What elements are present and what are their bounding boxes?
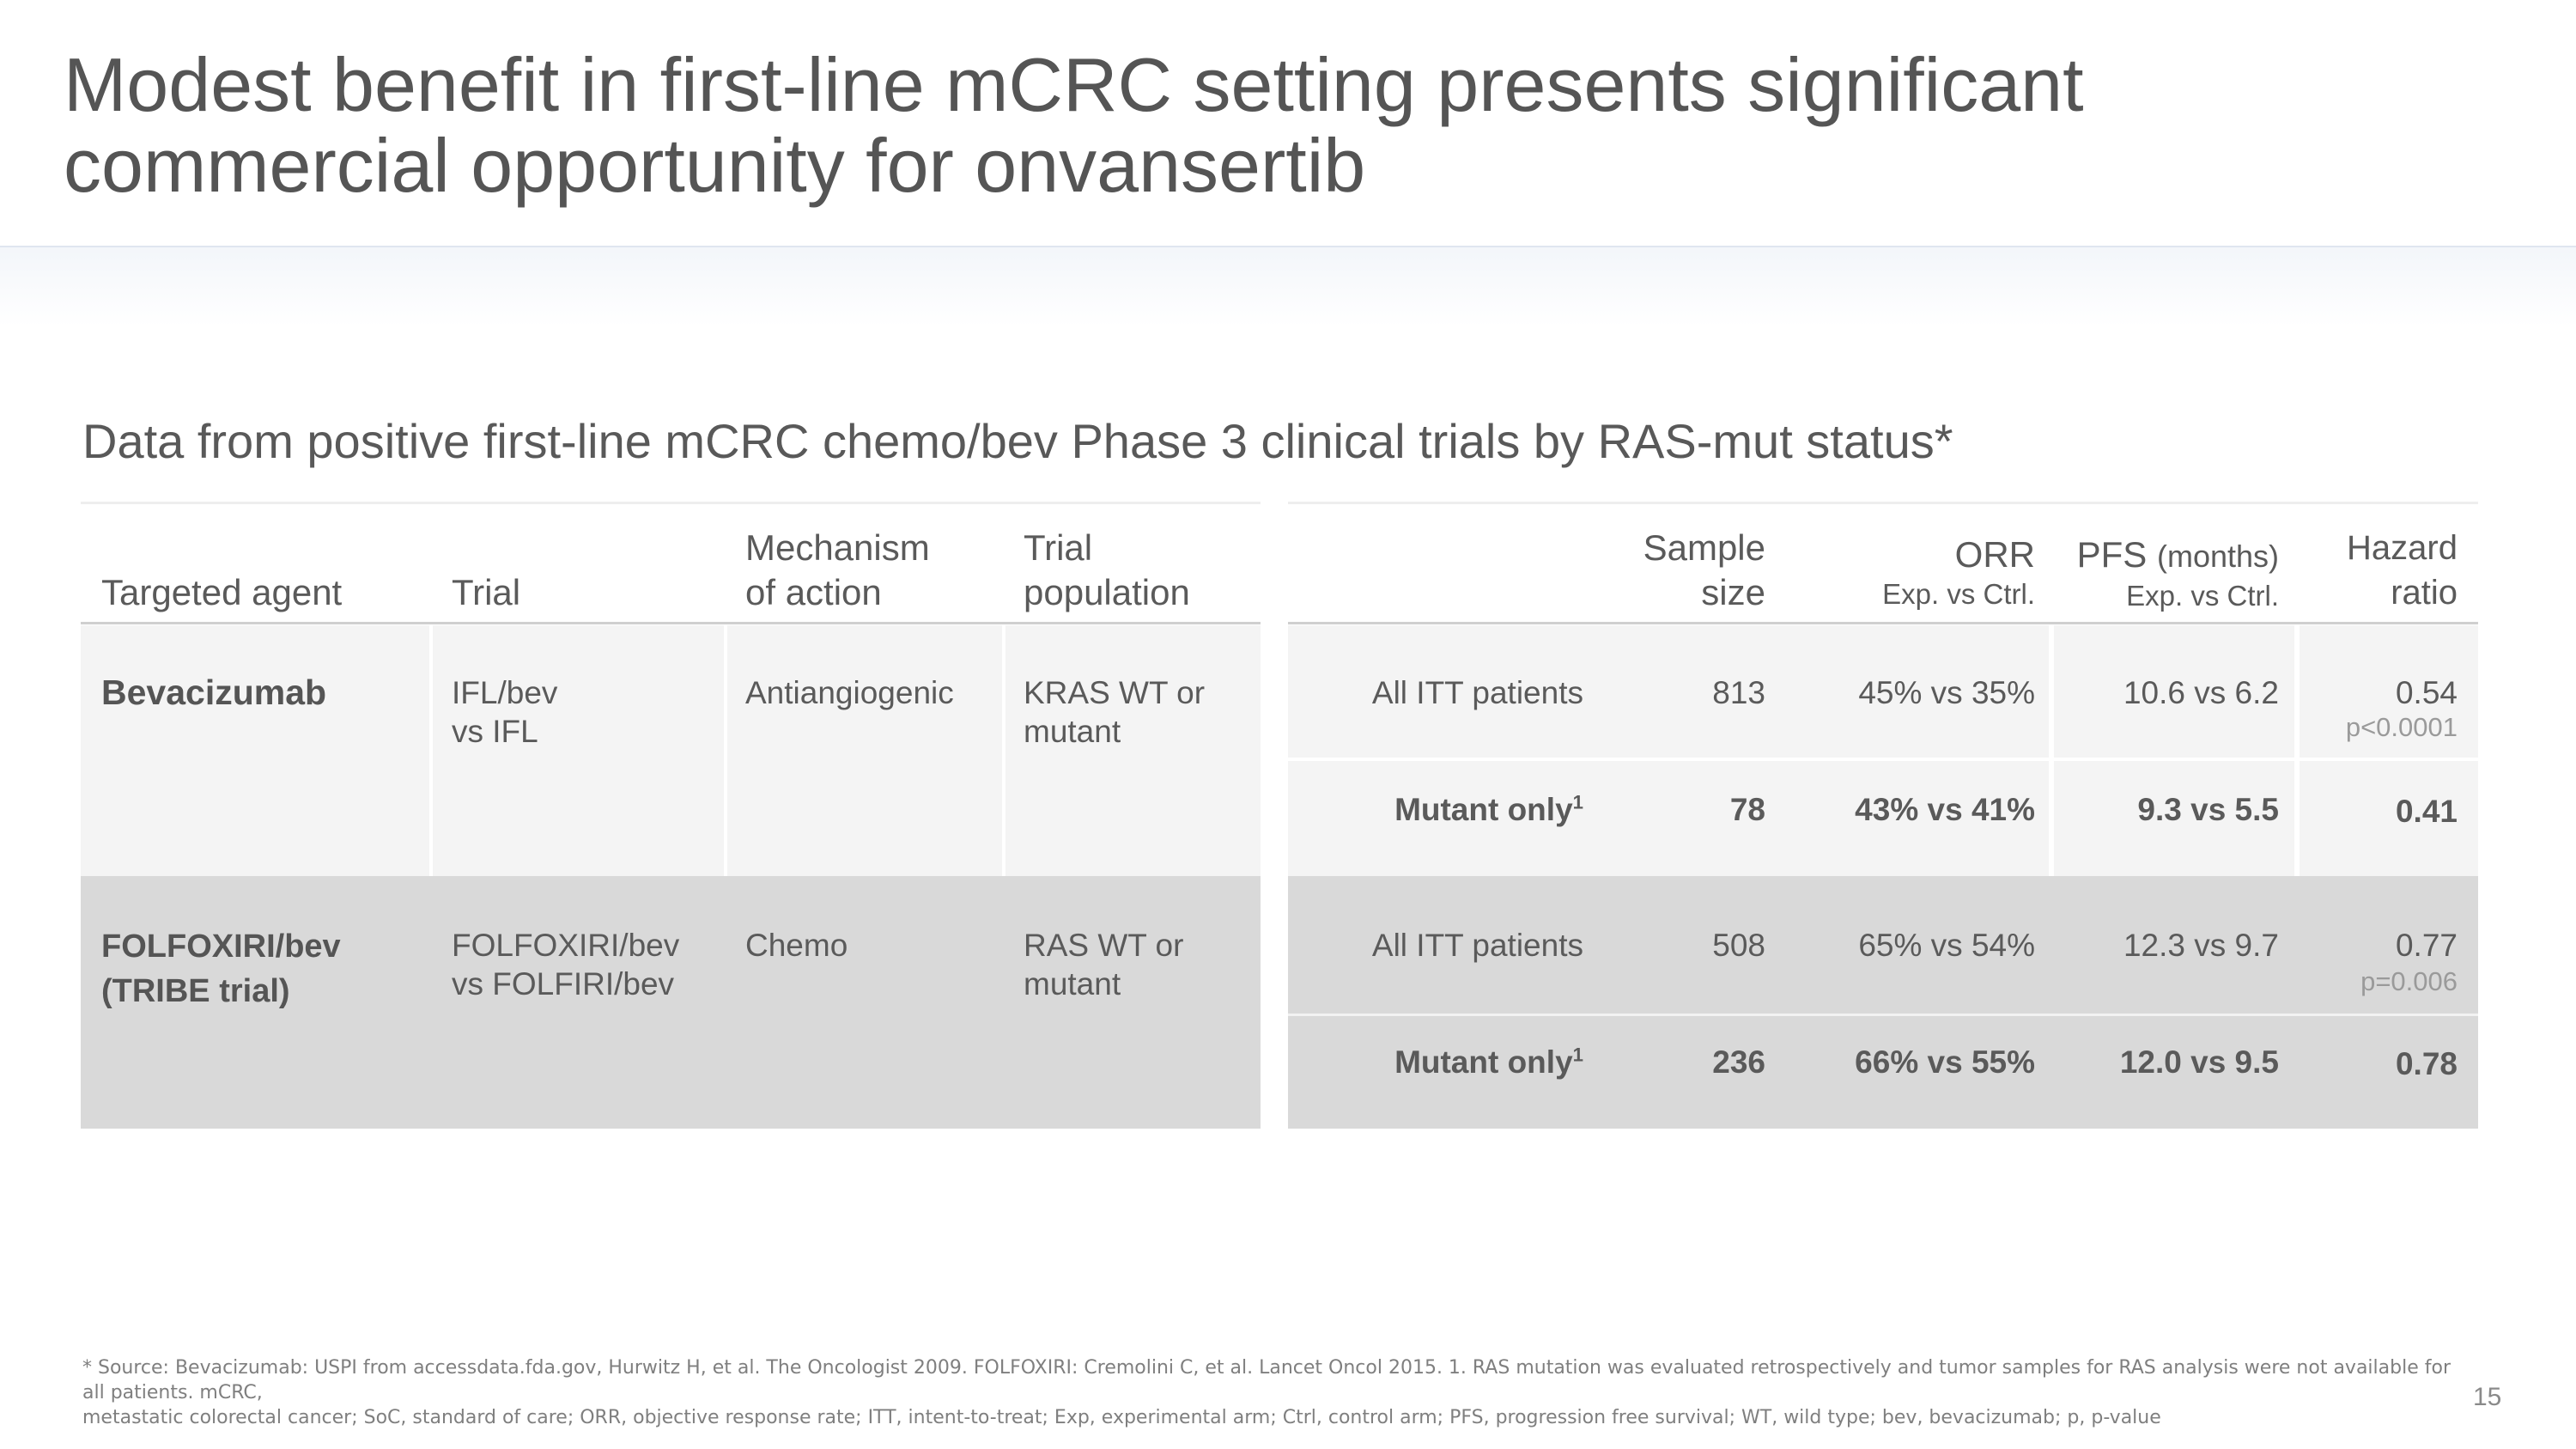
footnote-line-1: * Source: Bevacizumab: USPI from accessd… (82, 1357, 2451, 1403)
header-pfs-label: PFS (2076, 534, 2148, 575)
sample-size-value: 236 (1712, 1044, 1765, 1080)
hazard-ratio-value: 0.78 (2395, 1046, 2458, 1081)
page-number: 15 (2473, 1383, 2502, 1411)
header-mechanism-line-1: Mechanism (745, 527, 930, 568)
header-hr-line-2: ratio (2391, 574, 2458, 612)
trial-line-2: vs FOLFIRI/bev (452, 966, 675, 1002)
population-kras: KRAS WT or mutant (1024, 673, 1205, 751)
orr-value: 45% vs 35% (1858, 675, 2035, 710)
population-line-1: KRAS WT or (1024, 675, 1206, 710)
header-pfs: PFS (months) Exp. vs Ctrl. (2052, 533, 2279, 613)
row-bg (1288, 876, 2478, 1014)
header-trial: Trial (452, 572, 521, 612)
row-bg-left (1288, 625, 2049, 758)
slide-title-line-2: commercial opportunity for onvansertib (64, 123, 1366, 208)
group-label: All ITT patients (1371, 928, 1583, 963)
header-sample-size: Sample size (1580, 526, 1765, 615)
pfs-value: 10.6 vs 6.2 (2123, 675, 2279, 710)
sample-size-value: 508 (1712, 928, 1765, 963)
row-bg-hr (2300, 625, 2478, 758)
row-separator (1288, 1014, 2478, 1016)
slide-title: Modest benefit in first-line mCRC settin… (64, 45, 2382, 206)
header-targeted-agent: Targeted agent (101, 572, 343, 612)
footnote-line-2: metastatic colorectal cancer; SoC, stand… (82, 1407, 2161, 1428)
left-table-top-rule (81, 502, 1261, 504)
group-label-text: Mutant only (1394, 792, 1573, 827)
right-header-rule (1288, 622, 2478, 624)
header-trial-population: Trial population (1024, 526, 1190, 615)
pfs-value: 12.3 vs 9.7 (2123, 928, 2279, 963)
header-pfs-unit: (months) (2156, 539, 2279, 574)
row-bg-hr (2300, 761, 2478, 876)
group-label-text: Mutant only (1394, 1044, 1573, 1080)
p-value: p<0.0001 (2345, 712, 2458, 742)
header-sample-line-2: size (1701, 572, 1765, 612)
cell-population-bg (1005, 625, 1261, 876)
right-table-top-rule (1288, 502, 2478, 504)
row-bg (1288, 1016, 2478, 1129)
table-subtitle: Data from positive first-line mCRC chemo… (82, 414, 1953, 468)
title-divider-band (0, 246, 2576, 326)
footnote-marker: 1 (1572, 1044, 1583, 1066)
header-hazard-ratio: Hazard ratio (2318, 526, 2458, 615)
mechanism-chemo: Chemo (745, 928, 848, 963)
orr-value: 43% vs 41% (1855, 792, 2035, 827)
hazard-ratio-value: 0.54 (2395, 675, 2458, 710)
population-line-1: RAS WT or (1024, 928, 1184, 963)
footnote-marker: 1 (1572, 791, 1583, 813)
trial-line-1: IFL/bev (452, 675, 558, 710)
header-sample-line-1: Sample (1643, 527, 1765, 568)
cell-agent-bg (81, 625, 429, 876)
left-header-rule (81, 622, 1261, 624)
trial-ifl-bev: IFL/bev vs IFL (452, 673, 557, 751)
agent-line-1: FOLFOXIRI/bev (101, 928, 341, 965)
population-ras: RAS WT or mutant (1024, 926, 1183, 1003)
header-orr: ORR Exp. vs Ctrl. (1803, 533, 2035, 612)
header-pfs-sub: Exp. vs Ctrl. (2126, 580, 2279, 612)
hazard-ratio-value: 0.41 (2395, 794, 2458, 829)
row-bg-pfs (2054, 625, 2294, 758)
cell-trial-bg (433, 625, 724, 876)
trial-folfoxiri-bev: FOLFOXIRI/bev vs FOLFIRI/bev (452, 926, 679, 1003)
group-label: All ITT patients (1371, 675, 1583, 710)
p-value: p=0.006 (2360, 966, 2458, 996)
pfs-value: 9.3 vs 5.5 (2137, 792, 2279, 827)
trial-line-2: vs IFL (452, 714, 538, 749)
row-bg-pfs (2054, 761, 2294, 876)
trial-line-1: FOLFOXIRI/bev (452, 928, 680, 963)
row-folfoxiri-bg (81, 876, 1261, 1129)
header-orr-label: ORR (1954, 534, 2035, 575)
header-population-line-2: population (1024, 572, 1190, 612)
header-hr-line-1: Hazard (2347, 529, 2458, 567)
pfs-value: 12.0 vs 9.5 (2119, 1044, 2279, 1080)
agent-bevacizumab: Bevacizumab (101, 673, 327, 712)
row-bg-left (1288, 761, 2049, 876)
population-line-2: mutant (1024, 714, 1121, 749)
agent-folfoxiri: FOLFOXIRI/bev (TRIBE trial) (101, 924, 341, 1014)
header-population-line-1: Trial (1024, 527, 1093, 568)
sample-size-value: 78 (1729, 792, 1765, 827)
orr-value: 65% vs 54% (1858, 928, 2035, 963)
slide-title-line-1: Modest benefit in first-line mCRC settin… (64, 42, 2084, 127)
orr-value: 66% vs 55% (1855, 1044, 2035, 1080)
population-line-2: mutant (1024, 966, 1121, 1002)
cell-mechanism-bg (727, 625, 1002, 876)
agent-line-2: (TRIBE trial) (101, 973, 290, 1009)
hazard-ratio-value: 0.77 (2395, 928, 2458, 963)
group-label: Mutant only1 (1322, 790, 1583, 829)
header-mechanism-line-2: of action (745, 572, 882, 612)
mechanism-antiangiogenic: Antiangiogenic (745, 675, 954, 710)
footnote: * Source: Bevacizumab: USPI from accessd… (82, 1355, 2452, 1430)
header-orr-sub: Exp. vs Ctrl. (1882, 578, 2035, 610)
sample-size-value: 813 (1712, 675, 1765, 710)
group-label: Mutant only1 (1322, 1043, 1583, 1081)
header-mechanism: Mechanism of action (745, 526, 930, 615)
